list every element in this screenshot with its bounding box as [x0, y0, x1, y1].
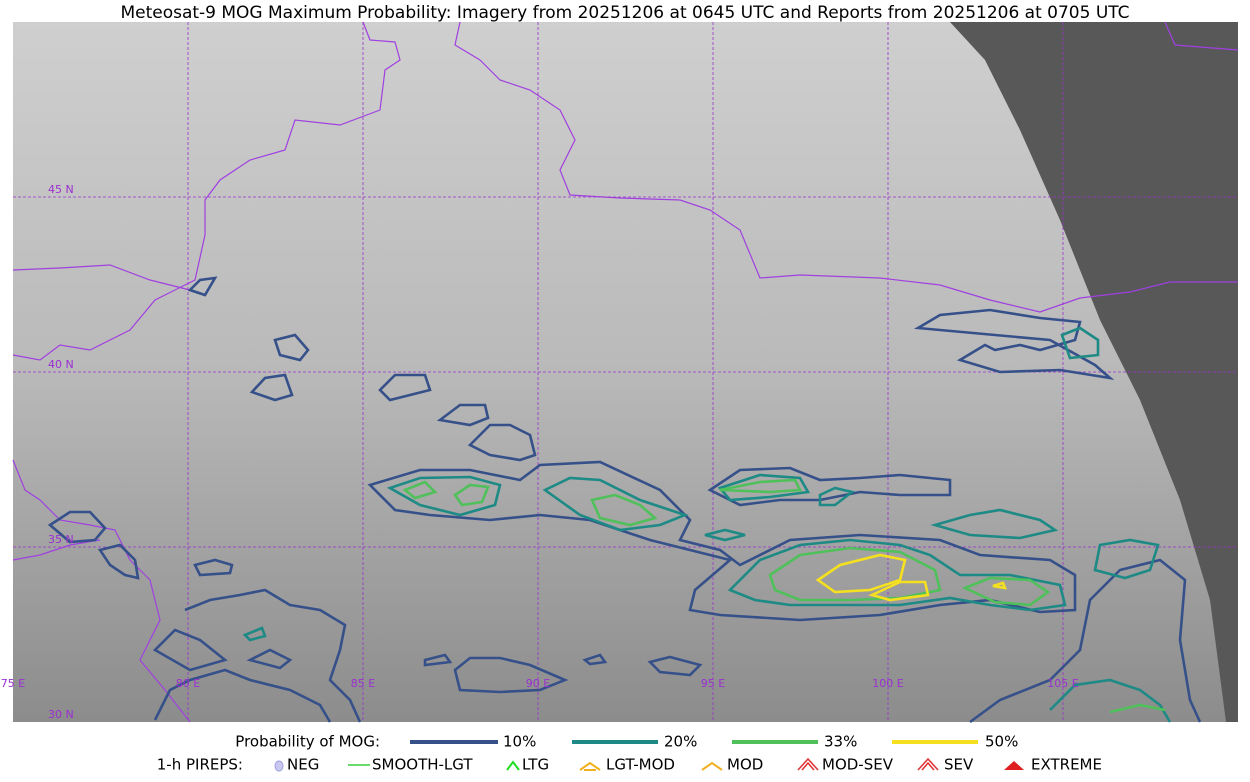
graticule — [13, 22, 1238, 722]
legend-label: MOD — [727, 756, 763, 774]
legend-label: 33% — [824, 733, 857, 751]
longitude-label: 80 E — [176, 677, 200, 690]
pirep-marker — [701, 761, 723, 771]
legend-label: 20% — [664, 733, 697, 751]
latitude-label: 35 N — [48, 533, 74, 546]
longitude-labels: 75 E 80 E 85 E 90 E 95 E 100 E 105 E — [1, 677, 1079, 690]
longitude-label: 85 E — [351, 677, 375, 690]
legend-label: SMOOTH-LGT — [372, 756, 473, 774]
latitude-label: 40 N — [48, 358, 74, 371]
legend-label: EXTREME — [1031, 756, 1102, 774]
pirep-marker — [917, 757, 939, 771]
map: 45 N 40 N 35 N 30 N 75 E 80 E 85 E 90 E … — [1, 21, 1239, 724]
legend: Probability of MOG: 10% 20% 33% 50% 1-h … — [157, 733, 1102, 774]
pirep-marker — [506, 760, 520, 771]
pirep-marker — [579, 761, 601, 771]
legend-label: LTG — [522, 756, 549, 774]
latitude-label: 45 N — [48, 183, 74, 196]
legend-label: 10% — [503, 733, 536, 751]
contours — [47, 276, 1202, 724]
pirep-marker — [274, 760, 284, 772]
latitude-labels: 45 N 40 N 35 N 30 N — [48, 183, 74, 721]
legend-label: MOD-SEV — [822, 756, 894, 774]
legend-label: SEV — [944, 756, 974, 774]
latitude-label: 30 N — [48, 708, 74, 721]
pirep-marker — [797, 757, 819, 771]
pirep-marker — [1004, 761, 1024, 770]
legend-title: 1-h PIREPS: — [157, 756, 243, 774]
legend-label: NEG — [287, 756, 319, 774]
legend-label: 50% — [985, 733, 1018, 751]
longitude-label: 95 E — [701, 677, 725, 690]
longitude-label: 75 E — [1, 677, 25, 690]
legend-label: LGT-MOD — [606, 756, 675, 774]
longitude-label: 90 E — [526, 677, 550, 690]
legend-title: Probability of MOG: — [235, 733, 380, 751]
longitude-label: 100 E — [872, 677, 903, 690]
longitude-label: 105 E — [1047, 677, 1078, 690]
borders — [12, 21, 1239, 723]
map-title: Meteosat-9 MOG Maximum Probability: Imag… — [120, 3, 1129, 23]
